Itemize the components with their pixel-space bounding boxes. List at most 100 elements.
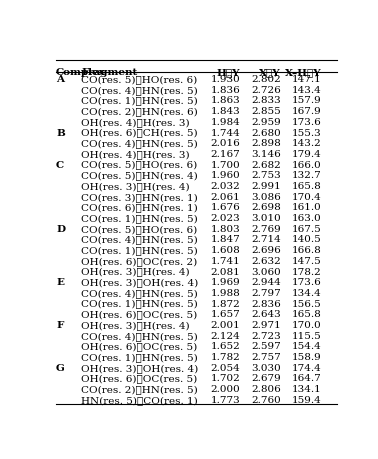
Text: Fragment: Fragment xyxy=(81,68,138,77)
Text: CO(res. 1)⋯HN(res. 5): CO(res. 1)⋯HN(res. 5) xyxy=(81,96,198,105)
Text: 2.016: 2.016 xyxy=(211,139,240,148)
Text: 2.081: 2.081 xyxy=(211,267,240,276)
Text: CO(res. 5)⋯HO(res. 6): CO(res. 5)⋯HO(res. 6) xyxy=(81,75,198,84)
Text: CO(res. 4)⋯HN(res. 5): CO(res. 4)⋯HN(res. 5) xyxy=(81,85,198,95)
Text: 2.944: 2.944 xyxy=(251,278,281,286)
Text: 164.7: 164.7 xyxy=(292,374,322,383)
Text: CO(res. 4)⋯HN(res. 5): CO(res. 4)⋯HN(res. 5) xyxy=(81,288,198,297)
Text: OH(res. 3)⋯H(res. 4): OH(res. 3)⋯H(res. 4) xyxy=(81,267,190,276)
Text: CO(res. 1)⋯HN(res. 5): CO(res. 1)⋯HN(res. 5) xyxy=(81,213,198,223)
Text: 2.723: 2.723 xyxy=(251,331,281,340)
Text: CO(res. 2)⋯HN(res. 5): CO(res. 2)⋯HN(res. 5) xyxy=(81,384,198,393)
Text: CO(res. 4)⋯HN(res. 5): CO(res. 4)⋯HN(res. 5) xyxy=(81,235,198,244)
Text: 140.5: 140.5 xyxy=(292,235,322,244)
Text: 2.753: 2.753 xyxy=(251,171,281,180)
Text: OH(res. 4)⋯H(res. 3): OH(res. 4)⋯H(res. 3) xyxy=(81,118,190,127)
Text: 1.744: 1.744 xyxy=(211,128,240,137)
Text: 155.3: 155.3 xyxy=(292,128,322,137)
Text: 2.991: 2.991 xyxy=(251,182,281,190)
Text: 147.1: 147.1 xyxy=(292,75,322,84)
Text: OH(res. 6)⋯OC(res. 5): OH(res. 6)⋯OC(res. 5) xyxy=(81,310,198,319)
Text: 1.782: 1.782 xyxy=(211,353,240,361)
Text: A: A xyxy=(56,75,64,84)
Text: 1.652: 1.652 xyxy=(211,341,240,351)
Text: 3.060: 3.060 xyxy=(251,267,281,276)
Text: 166.0: 166.0 xyxy=(292,160,322,169)
Text: C: C xyxy=(56,160,64,169)
Text: 1.741: 1.741 xyxy=(211,256,240,265)
Text: X⋯Y: X⋯Y xyxy=(259,68,281,77)
Text: 170.4: 170.4 xyxy=(292,192,322,201)
Text: 2.802: 2.802 xyxy=(251,75,281,84)
Text: 1.863: 1.863 xyxy=(211,96,240,105)
Text: 167.9: 167.9 xyxy=(292,107,322,116)
Text: 2.632: 2.632 xyxy=(251,256,281,265)
Text: 2.061: 2.061 xyxy=(211,192,240,201)
Text: CO(res. 4)⋯HN(res. 5): CO(res. 4)⋯HN(res. 5) xyxy=(81,331,198,340)
Text: 2.797: 2.797 xyxy=(251,288,281,297)
Text: 1.872: 1.872 xyxy=(211,299,240,308)
Text: 179.4: 179.4 xyxy=(292,150,322,158)
Text: 2.124: 2.124 xyxy=(211,331,240,340)
Text: 1.843: 1.843 xyxy=(211,107,240,116)
Text: 1.700: 1.700 xyxy=(211,160,240,169)
Text: 173.6: 173.6 xyxy=(292,118,322,127)
Text: X–H⋯Y: X–H⋯Y xyxy=(285,68,322,77)
Text: 2.806: 2.806 xyxy=(251,384,281,393)
Text: 159.4: 159.4 xyxy=(292,395,322,404)
Text: 2.833: 2.833 xyxy=(251,96,281,105)
Text: 2.167: 2.167 xyxy=(211,150,240,158)
Text: 1.984: 1.984 xyxy=(211,118,240,127)
Text: B: B xyxy=(56,128,65,137)
Text: 132.7: 132.7 xyxy=(292,171,322,180)
Text: CO(res. 5)⋯HO(res. 6): CO(res. 5)⋯HO(res. 6) xyxy=(81,224,198,233)
Text: 2.836: 2.836 xyxy=(251,299,281,308)
Text: 2.679: 2.679 xyxy=(251,374,281,383)
Text: 165.8: 165.8 xyxy=(292,182,322,190)
Text: 2.001: 2.001 xyxy=(211,320,240,329)
Text: 143.2: 143.2 xyxy=(292,139,322,148)
Text: CO(res. 2)⋯HN(res. 6): CO(res. 2)⋯HN(res. 6) xyxy=(81,107,198,116)
Text: 158.9: 158.9 xyxy=(292,353,322,361)
Text: 178.2: 178.2 xyxy=(292,267,322,276)
Text: 1.930: 1.930 xyxy=(211,75,240,84)
Text: 3.086: 3.086 xyxy=(251,192,281,201)
Text: 115.5: 115.5 xyxy=(292,331,322,340)
Text: 165.8: 165.8 xyxy=(292,310,322,319)
Text: 147.5: 147.5 xyxy=(292,256,322,265)
Text: 2.757: 2.757 xyxy=(251,353,281,361)
Text: D: D xyxy=(56,224,65,233)
Text: 2.726: 2.726 xyxy=(251,85,281,95)
Text: OH(res. 6)⋯OC(res. 2): OH(res. 6)⋯OC(res. 2) xyxy=(81,256,198,265)
Text: CO(res. 5)⋯HN(res. 4): CO(res. 5)⋯HN(res. 4) xyxy=(81,171,198,180)
Text: CO(res. 1)⋯HN(res. 5): CO(res. 1)⋯HN(res. 5) xyxy=(81,246,198,255)
Text: CO(res. 4)⋯HN(res. 5): CO(res. 4)⋯HN(res. 5) xyxy=(81,139,198,148)
Text: 134.4: 134.4 xyxy=(292,288,322,297)
Text: 2.023: 2.023 xyxy=(211,213,240,223)
Text: 170.0: 170.0 xyxy=(292,320,322,329)
Text: 1.836: 1.836 xyxy=(211,85,240,95)
Text: 1.988: 1.988 xyxy=(211,288,240,297)
Text: OH(res. 6)⋯OC(res. 5): OH(res. 6)⋯OC(res. 5) xyxy=(81,341,198,351)
Text: 1.960: 1.960 xyxy=(211,171,240,180)
Text: CO(res. 1)⋯HN(res. 5): CO(res. 1)⋯HN(res. 5) xyxy=(81,299,198,308)
Text: 157.9: 157.9 xyxy=(292,96,322,105)
Text: 163.0: 163.0 xyxy=(292,213,322,223)
Text: 2.898: 2.898 xyxy=(251,139,281,148)
Text: 1.847: 1.847 xyxy=(211,235,240,244)
Text: 2.643: 2.643 xyxy=(251,310,281,319)
Text: 1.702: 1.702 xyxy=(211,374,240,383)
Text: 2.696: 2.696 xyxy=(251,246,281,255)
Text: H⋯Y: H⋯Y xyxy=(217,68,240,77)
Text: 2.769: 2.769 xyxy=(251,224,281,233)
Text: 2.680: 2.680 xyxy=(251,128,281,137)
Text: 2.855: 2.855 xyxy=(251,107,281,116)
Text: OH(res. 3)⋯OH(res. 4): OH(res. 3)⋯OH(res. 4) xyxy=(81,278,198,286)
Text: 174.4: 174.4 xyxy=(292,363,322,372)
Text: OH(res. 6)⋯OC(res. 5): OH(res. 6)⋯OC(res. 5) xyxy=(81,374,198,383)
Text: 2.698: 2.698 xyxy=(251,203,281,212)
Text: 1.969: 1.969 xyxy=(211,278,240,286)
Text: G: G xyxy=(56,363,65,372)
Text: 167.5: 167.5 xyxy=(292,224,322,233)
Text: 3.030: 3.030 xyxy=(251,363,281,372)
